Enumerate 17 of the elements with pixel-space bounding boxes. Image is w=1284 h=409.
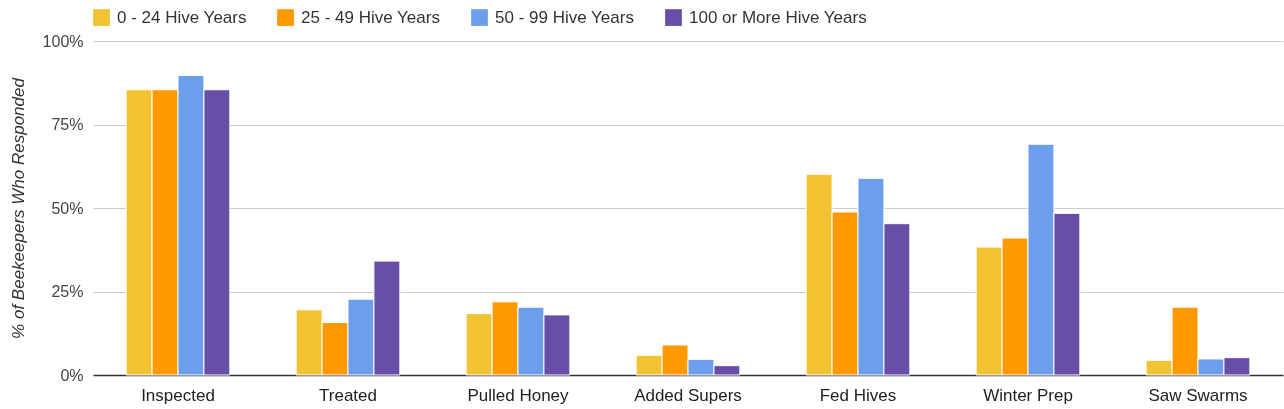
legend-label: 25 - 49 Hive Years (301, 7, 440, 27)
x-tick-label: Added Supers (634, 385, 742, 405)
y-tick-label: 50% (51, 199, 84, 217)
x-tick-label: Treated (319, 385, 377, 405)
x-tick-label: Pulled Honey (467, 385, 570, 405)
legend-label: 0 - 24 Hive Years (117, 7, 247, 27)
x-tick-label: Inspected (141, 385, 215, 405)
x-tick-label: Winter Prep (983, 385, 1073, 405)
x-tick-label: Saw Swarms (1148, 385, 1248, 405)
y-tick-label: 25% (51, 283, 84, 300)
y-tick-label: 100% (42, 32, 84, 50)
y-tick-label: 75% (51, 116, 84, 133)
y-axis-title: % of Beekeepers Who Responded (8, 77, 28, 339)
legend-label: 50 - 99 Hive Years (495, 7, 634, 27)
y-tick-label: 0% (60, 366, 84, 384)
x-tick-label: Fed Hives (819, 385, 897, 405)
legend-label: 100 or More Hive Years (689, 7, 867, 27)
